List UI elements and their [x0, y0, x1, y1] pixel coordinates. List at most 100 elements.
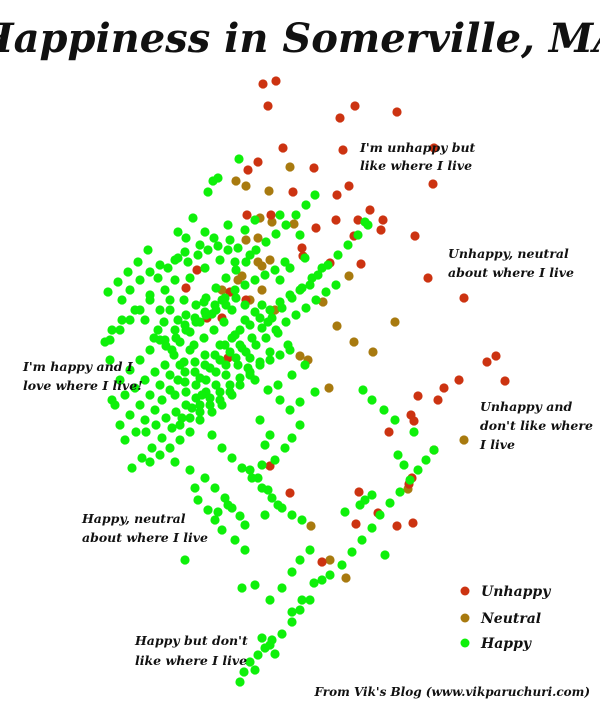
point-unhappy-37: [439, 383, 449, 393]
point-happy-170: [233, 360, 243, 370]
point-happy-198: [159, 317, 169, 327]
point-happy-101: [287, 433, 297, 443]
point-happy-232: [187, 403, 197, 413]
point-happy-278: [255, 313, 265, 323]
point-happy-38: [200, 350, 210, 360]
point-neutral-20: [295, 351, 305, 361]
point-happy-283: [305, 280, 315, 290]
annotation-line: I live: [479, 437, 515, 452]
point-happy-100: [280, 443, 290, 453]
point-happy-183: [211, 283, 221, 293]
point-happy-112: [287, 370, 297, 380]
point-happy-282: [295, 285, 305, 295]
point-happy-243: [143, 245, 153, 255]
point-unhappy-50: [408, 518, 418, 528]
point-happy-193: [310, 190, 320, 200]
point-happy-17: [117, 295, 127, 305]
point-happy-153: [395, 487, 405, 497]
point-happy-191: [291, 210, 301, 220]
point-happy-245: [123, 267, 133, 277]
point-happy-130: [305, 595, 315, 605]
point-happy-176: [171, 407, 181, 417]
point-happy-50: [105, 355, 115, 365]
point-happy-273: [260, 270, 270, 280]
point-happy-272: [250, 275, 260, 285]
annotation-line: Happy but don't: [134, 633, 248, 648]
point-unhappy-18: [365, 205, 375, 215]
point-happy-195: [173, 315, 183, 325]
point-happy-81: [155, 450, 165, 460]
annotation-line: Happy, neutral: [81, 511, 186, 526]
point-happy-302: [291, 310, 301, 320]
point-happy-244: [133, 257, 143, 267]
annotation-line: like where I live: [135, 653, 247, 668]
point-happy-168: [367, 395, 377, 405]
point-happy-329: [205, 393, 215, 403]
point-happy-154: [405, 475, 415, 485]
point-happy-252: [193, 250, 203, 260]
point-neutral-26: [341, 573, 351, 583]
point-unhappy-0: [258, 79, 268, 89]
point-neutral-3: [264, 186, 274, 196]
point-happy-143: [250, 665, 260, 675]
point-happy-197: [179, 295, 189, 305]
point-happy-251: [183, 257, 193, 267]
point-happy-200: [169, 350, 179, 360]
point-happy-352: [201, 310, 211, 320]
point-neutral-28: [233, 275, 243, 285]
point-unhappy-59: [242, 210, 252, 220]
legend-swatch-neutral: [460, 613, 470, 623]
point-happy-102: [295, 420, 305, 430]
point-unhappy-38: [433, 395, 443, 405]
point-happy-224: [227, 453, 237, 463]
source-credit: From Vik's Blog (www.vikparuchuri.com): [313, 685, 590, 699]
point-happy-257: [165, 295, 175, 305]
point-happy-128: [309, 578, 319, 588]
point-happy-345: [145, 345, 155, 355]
point-happy-310: [155, 380, 165, 390]
point-happy-293: [201, 375, 211, 385]
point-unhappy-41: [413, 391, 423, 401]
point-happy-80: [165, 443, 175, 453]
point-happy-162: [340, 507, 350, 517]
point-neutral-14: [318, 297, 328, 307]
point-happy-144: [287, 607, 297, 617]
point-happy-327: [230, 330, 240, 340]
annotation-line: Unhappy, neutral: [448, 246, 569, 261]
point-unhappy-19: [378, 215, 388, 225]
point-happy-208: [247, 333, 257, 343]
point-happy-322: [180, 377, 190, 387]
point-happy-236: [147, 443, 157, 453]
point-happy-118: [237, 583, 247, 593]
point-happy-353: [211, 305, 221, 315]
point-happy-297: [241, 347, 251, 357]
point-happy-178: [151, 420, 161, 430]
point-happy-133: [277, 629, 287, 639]
point-happy-219: [225, 347, 235, 357]
point-happy-126: [305, 545, 315, 555]
point-happy-138: [239, 667, 249, 677]
legend-label-neutral: Neutral: [480, 611, 541, 627]
point-happy-46: [131, 427, 141, 437]
point-happy-287: [343, 240, 353, 250]
point-unhappy-14: [288, 187, 298, 197]
point-happy-86: [210, 483, 220, 493]
point-happy-4: [188, 213, 198, 223]
point-happy-78: [185, 427, 195, 437]
point-happy-344: [155, 335, 165, 345]
point-unhappy-17: [353, 215, 363, 225]
point-happy-280: [275, 297, 285, 307]
point-happy-234: [167, 423, 177, 433]
point-happy-39: [190, 357, 200, 367]
point-happy-316: [150, 367, 160, 377]
point-neutral-18: [368, 347, 378, 357]
point-happy-177: [161, 413, 171, 423]
annotation-line: I'm happy and I: [22, 359, 134, 374]
point-happy-294: [211, 367, 221, 377]
point-happy-116: [190, 483, 200, 493]
point-happy-192: [301, 200, 311, 210]
point-neutral-27: [306, 521, 316, 531]
point-happy-150: [367, 523, 377, 533]
point-happy-15: [135, 275, 145, 285]
point-happy-262: [115, 325, 125, 335]
